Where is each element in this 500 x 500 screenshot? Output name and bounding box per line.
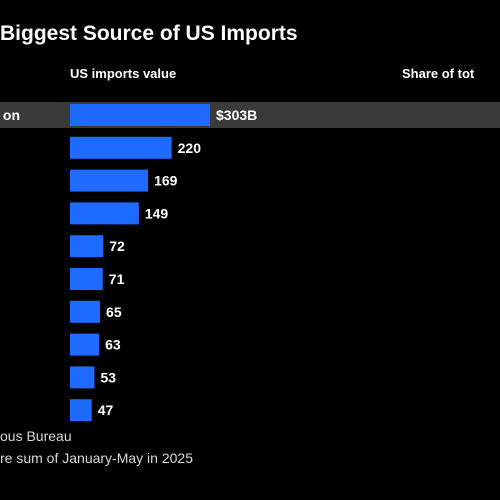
bar [70,136,172,159]
bar [70,169,149,192]
value-label: 65 [106,304,122,320]
value-label: 220 [178,140,202,156]
value-label: 169 [154,173,178,189]
column-header-value: US imports value [70,66,177,81]
bar [70,104,210,126]
value-label: 71 [109,271,125,287]
value-label: 149 [145,205,169,221]
bar [70,333,100,356]
source-note: ous Bureau [0,428,72,444]
value-label: 47 [98,402,114,418]
bar-chart: on $303B 220 169 149 72 71 65 63 53 47 [0,102,500,422]
value-label: 53 [100,369,116,385]
bar [70,268,103,290]
category-label: on [3,107,20,123]
value-label: $303B [216,107,257,123]
period-note: re sum of January-May in 2025 [0,450,193,466]
bar [70,366,95,389]
chart-title: Biggest Source of US Imports [0,22,298,45]
bar [70,235,104,258]
bar [70,300,101,323]
value-label: 72 [109,238,125,254]
bar [70,399,92,422]
value-label: 63 [105,337,121,353]
bar [70,202,139,225]
column-header-share: Share of tot [402,66,475,81]
